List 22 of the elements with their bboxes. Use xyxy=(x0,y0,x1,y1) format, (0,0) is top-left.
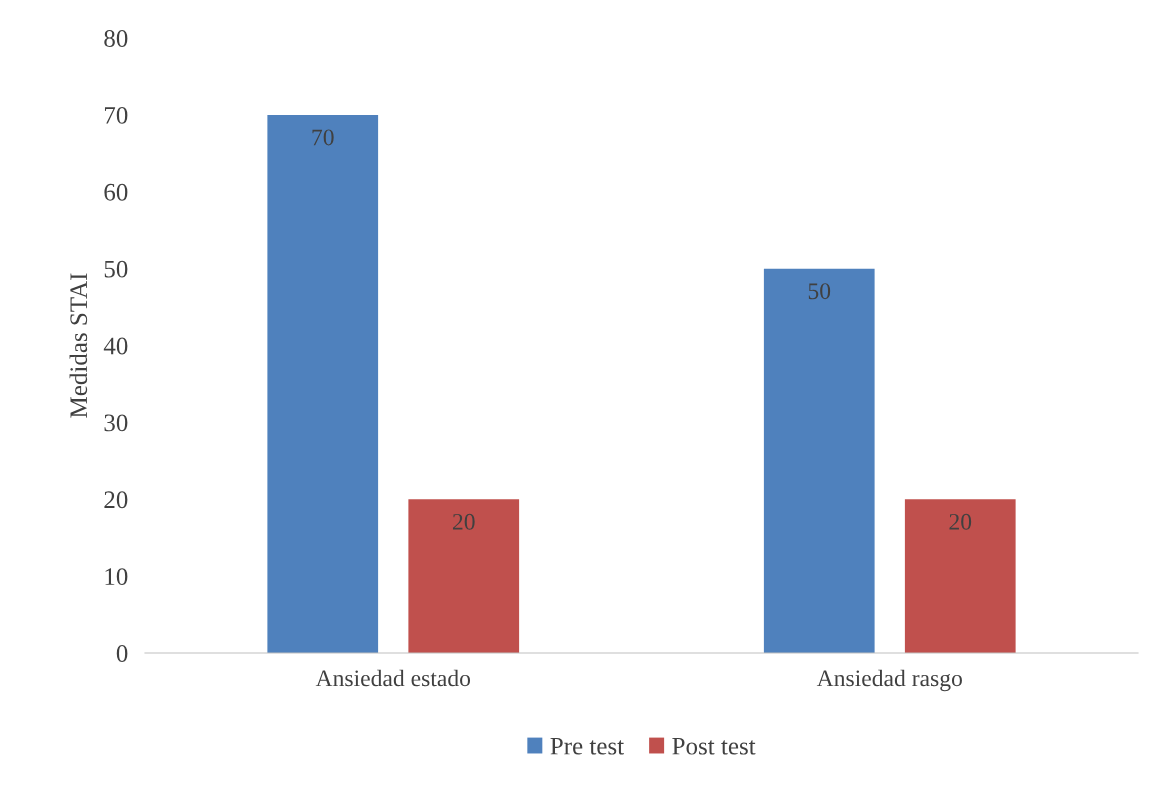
y-tick-label: 20 xyxy=(104,491,128,509)
y-tick-label: 0 xyxy=(116,645,128,662)
y-tick-label: 50 xyxy=(104,260,128,278)
bar xyxy=(267,114,379,653)
bar xyxy=(904,499,1016,653)
bar xyxy=(408,499,520,653)
y-axis-title: Medidas STAI xyxy=(69,273,88,418)
y-tick-label: 30 xyxy=(104,414,128,432)
legend-label: Pre test xyxy=(550,737,624,755)
y-tick-label: 60 xyxy=(104,183,128,201)
x-tick-label: Ansiedad estado xyxy=(315,669,471,687)
bar xyxy=(763,268,875,653)
x-tick-label: Ansiedad rasgo xyxy=(816,669,962,692)
data-label: 20 xyxy=(452,513,475,530)
y-tick-label: 70 xyxy=(104,106,128,124)
data-label: 50 xyxy=(808,283,831,300)
y-tick-label: 40 xyxy=(103,337,128,355)
data-label: 70 xyxy=(312,129,334,146)
data-label: 20 xyxy=(949,513,972,530)
y-tick-label: 10 xyxy=(105,568,128,586)
y-tick-label: 80 xyxy=(104,30,128,47)
legend-label: Post test xyxy=(672,737,756,755)
